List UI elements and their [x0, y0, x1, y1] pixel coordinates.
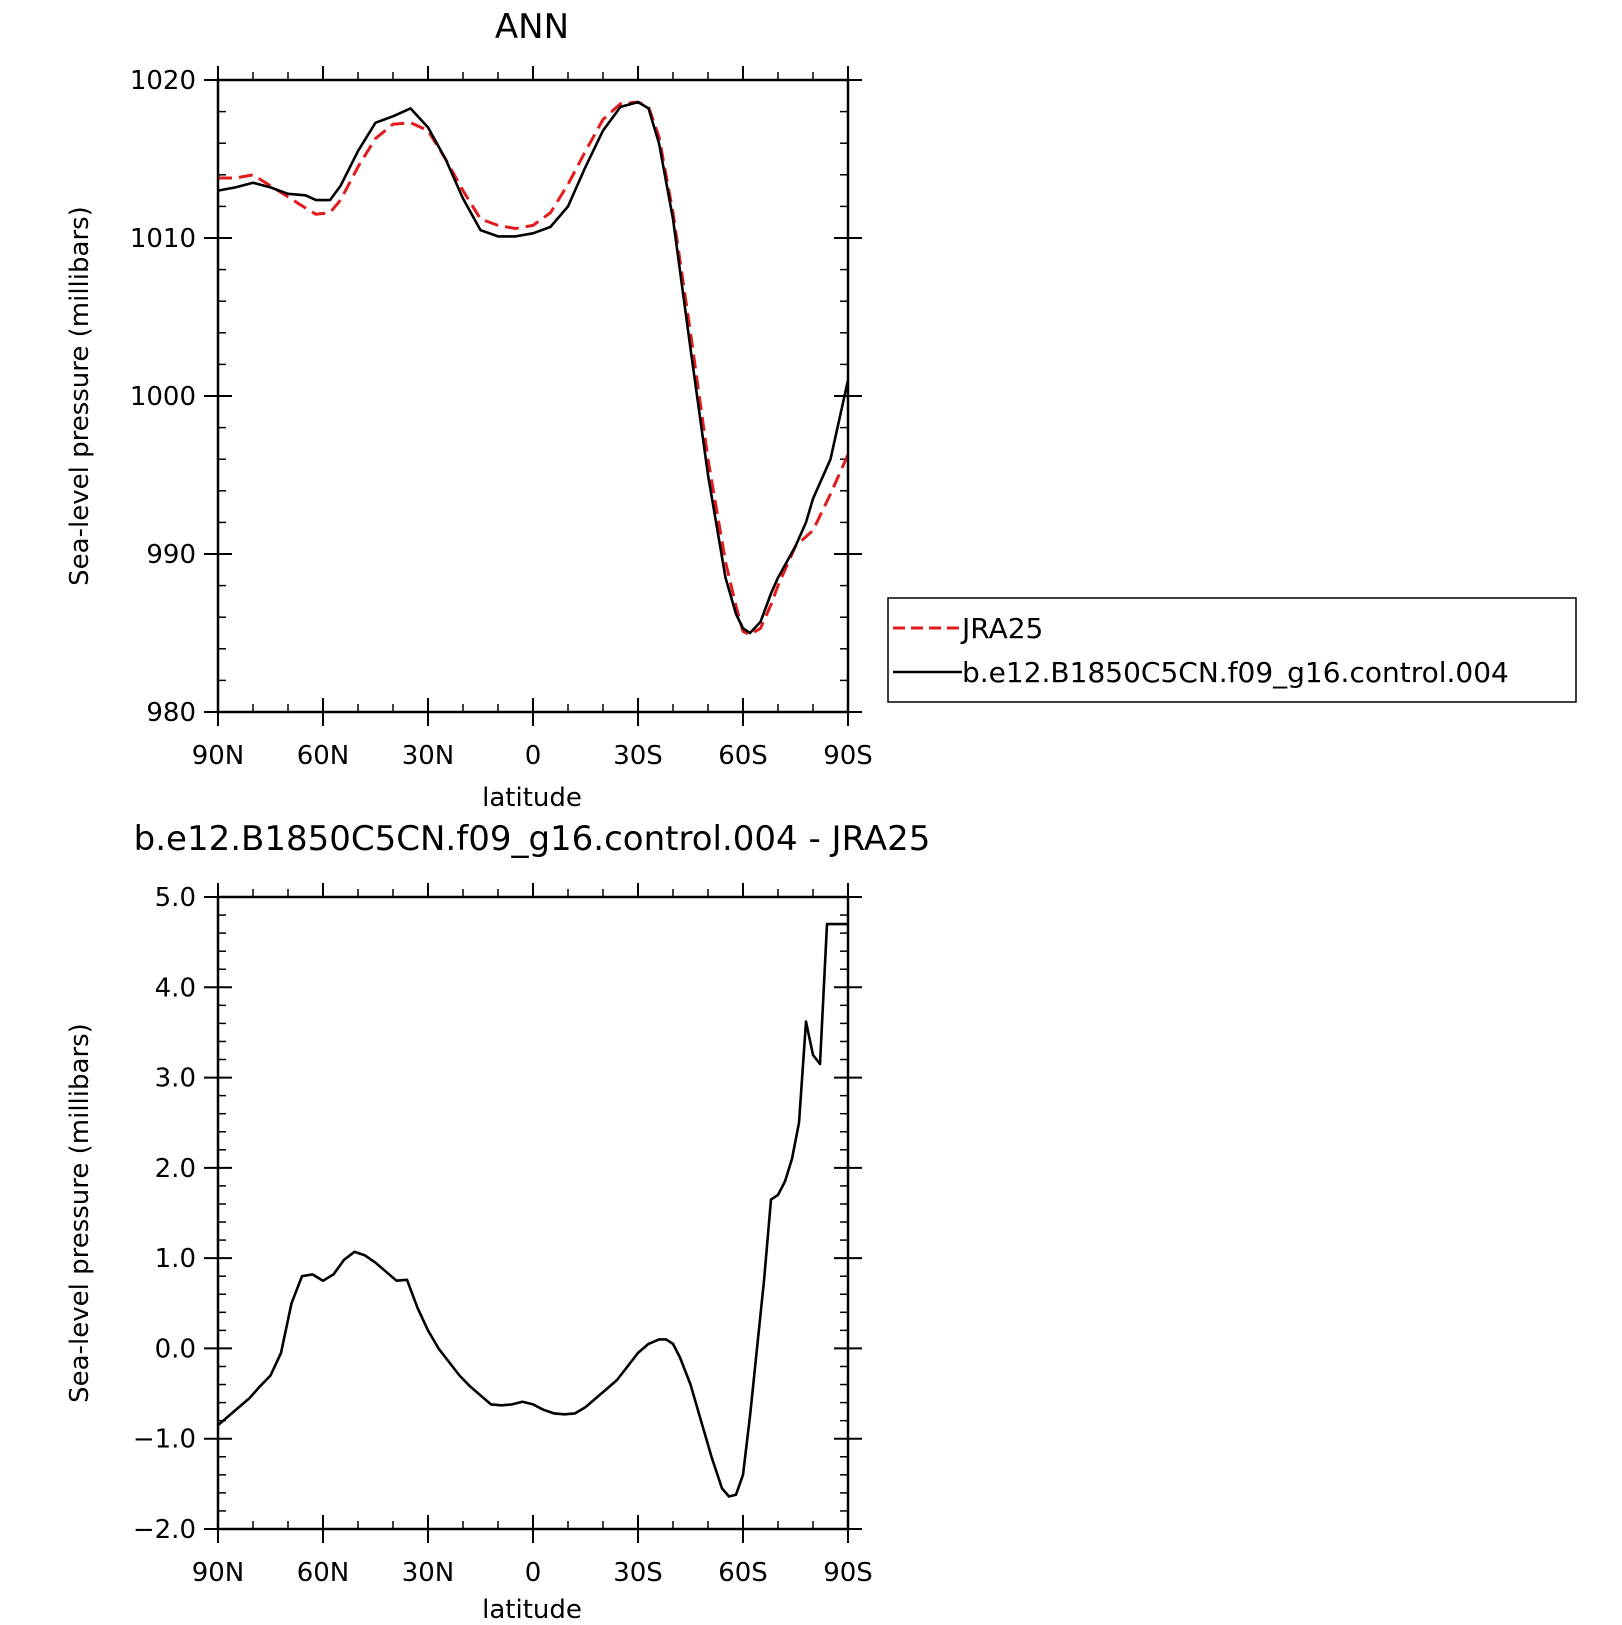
y-tick-label: 1020 [130, 66, 196, 96]
x-tick-label: 30N [402, 1558, 455, 1588]
bottom-series-lines [217, 922, 848, 1498]
bottom-axis-ticks [204, 883, 862, 1543]
x-tick-label: 30S [613, 1558, 663, 1588]
y-tick-label: 1.0 [155, 1244, 196, 1274]
bottom-panel: b.e12.B1850C5CN.f09_g16.control.004 - JR… [65, 819, 930, 1625]
y-tick-label: 0.0 [155, 1334, 196, 1364]
x-tick-label: 0 [525, 1558, 542, 1588]
bottom-y-axis-label: Sea-level pressure (millibars) [65, 1023, 95, 1403]
y-tick-label: −2.0 [133, 1515, 196, 1545]
x-tick-label: 30S [613, 741, 663, 771]
x-tick-label: 90N [192, 1558, 245, 1588]
top-panel: ANN Sea-level pressure (millibars) latit… [65, 7, 1577, 813]
bottom-series-line-0 [217, 922, 848, 1498]
x-tick-label: 30N [402, 741, 455, 771]
x-tick-label: 90N [192, 741, 245, 771]
top-plot-frame [216, 78, 850, 714]
top-y-axis-label: Sea-level pressure (millibars) [65, 206, 95, 586]
y-tick-label: 4.0 [155, 973, 196, 1003]
x-tick-label: 0 [525, 741, 542, 771]
top-series-line-1 [217, 100, 850, 635]
top-axis-ticks [204, 66, 862, 726]
top-chart-title: ANN [495, 7, 569, 47]
y-tick-label: 2.0 [155, 1154, 196, 1184]
y-tick-label: 5.0 [155, 883, 196, 913]
x-tick-label: 60S [718, 1558, 768, 1588]
y-tick-label: 3.0 [155, 1064, 196, 1094]
legend-label-model: b.e12.B1850C5CN.f09_g16.control.004 [962, 656, 1509, 689]
y-tick-label: 1000 [130, 382, 196, 412]
y-tick-label: 980 [146, 698, 196, 728]
bottom-x-axis-label: latitude [482, 1595, 582, 1625]
bottom-tick-labels: 90N 60N 30N 0 30S 60S 90S −2.0 −1.0 0.0 1.0 2.0 3.0 4… [133, 883, 873, 1588]
legend-box [887, 597, 1577, 703]
bottom-plot-frame [216, 895, 850, 1531]
top-x-axis-label: latitude [482, 783, 582, 813]
x-tick-label: 90S [823, 1558, 873, 1588]
bottom-chart-title: b.e12.B1850C5CN.f09_g16.control.004 - JR… [134, 819, 931, 859]
y-tick-label: −1.0 [133, 1425, 196, 1455]
top-series-line-0 [218, 100, 850, 637]
y-tick-label: 990 [146, 540, 196, 570]
y-tick-label: 1010 [130, 224, 196, 254]
legend-label-jra25: JRA25 [960, 612, 1043, 645]
legend: JRA25 b.e12.B1850C5CN.f09_g16.control.00… [887, 597, 1577, 703]
x-tick-label: 60S [718, 741, 768, 771]
top-tick-labels: 90N 60N 30N 0 30S 60S 90S 980 990 1000 1010 1020 [130, 66, 873, 771]
x-tick-label: 60N [297, 1558, 350, 1588]
top-series-lines [217, 100, 850, 637]
x-tick-label: 60N [297, 741, 350, 771]
x-tick-label: 90S [823, 741, 873, 771]
